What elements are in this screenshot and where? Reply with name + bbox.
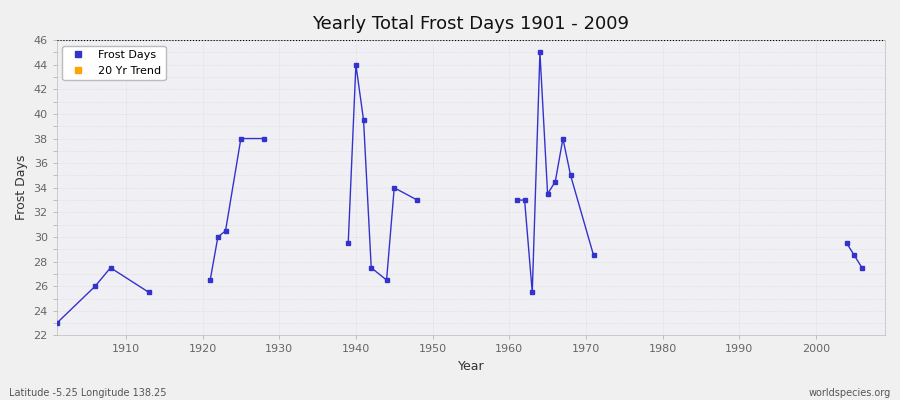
Text: Latitude -5.25 Longitude 138.25: Latitude -5.25 Longitude 138.25 [9,388,166,398]
Title: Yearly Total Frost Days 1901 - 2009: Yearly Total Frost Days 1901 - 2009 [312,15,629,33]
Y-axis label: Frost Days: Frost Days [15,155,28,220]
Legend: Frost Days, 20 Yr Trend: Frost Days, 20 Yr Trend [62,46,166,80]
X-axis label: Year: Year [457,360,484,373]
Text: worldspecies.org: worldspecies.org [809,388,891,398]
